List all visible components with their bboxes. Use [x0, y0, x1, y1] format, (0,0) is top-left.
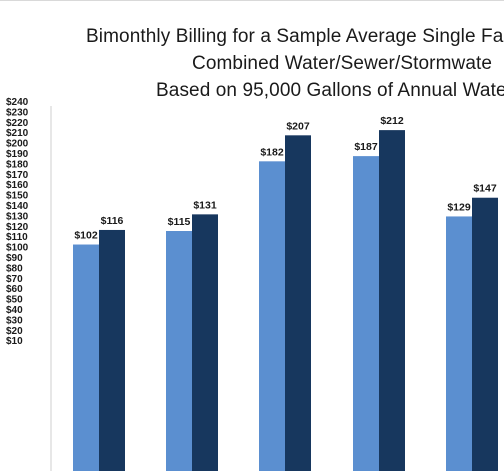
bar-series-1: [166, 231, 192, 471]
y-tick-label: $180: [6, 159, 29, 170]
bar-series-2: [99, 229, 125, 471]
bar-series-2: [285, 135, 311, 471]
y-tick-label: $200: [6, 139, 29, 150]
y-tick-label: $210: [6, 128, 29, 139]
y-tick-label: $80: [6, 263, 23, 274]
data-label-series-1: $129: [447, 201, 471, 213]
data-label-series-2: $147: [473, 183, 497, 195]
title-line-3: Based on 95,000 Gallons of Annual Wate: [156, 80, 504, 101]
y-tick-label: $60: [6, 284, 23, 295]
y-tick-label: $50: [6, 295, 23, 306]
title-line-1: Bimonthly Billing for a Sample Average S…: [86, 26, 504, 47]
y-tick-label: $140: [6, 201, 29, 212]
chart-title: Bimonthly Billing for a Sample Average S…: [0, 26, 504, 106]
data-label-series-1: $182: [260, 146, 284, 158]
y-tick-label: $130: [6, 211, 29, 222]
bar-series-2: [379, 130, 405, 471]
bar-series-1: [259, 161, 285, 471]
y-tick-label: $160: [6, 180, 29, 191]
data-label-series-1: $187: [354, 141, 378, 153]
bar-series-2: [472, 197, 498, 471]
data-label-series-2: $131: [193, 199, 217, 211]
data-label-series-1: $115: [168, 216, 191, 228]
y-tick-label: $40: [6, 305, 23, 316]
y-tick-label: $120: [6, 222, 29, 233]
bar-series-2: [192, 214, 218, 471]
y-tick-label: $240: [6, 97, 29, 108]
y-tick-label: $90: [6, 253, 23, 264]
y-tick-label: $190: [6, 149, 29, 160]
bar-series-1: [73, 244, 99, 471]
data-label-series-2: $212: [380, 115, 404, 127]
bar-series-1: [446, 216, 472, 471]
y-tick-label: $10: [6, 336, 23, 347]
y-tick-label: $70: [6, 274, 23, 285]
y-tick-label: $30: [6, 315, 23, 326]
y-tick-label: $20: [6, 326, 23, 337]
data-label-series-2: $207: [286, 120, 310, 132]
title-line-2: Combined Water/Sewer/Stormwate: [192, 53, 493, 74]
y-tick-label: $150: [6, 191, 29, 202]
data-label-series-1: $102: [74, 230, 98, 242]
y-tick-label: $170: [6, 170, 29, 181]
y-tick-label: $100: [6, 243, 29, 254]
y-tick-label: $110: [6, 232, 28, 243]
y-tick-label: $230: [6, 107, 29, 118]
bar-series-1: [353, 156, 379, 471]
data-label-series-2: $116: [101, 215, 124, 227]
y-tick-label: $220: [6, 118, 29, 129]
